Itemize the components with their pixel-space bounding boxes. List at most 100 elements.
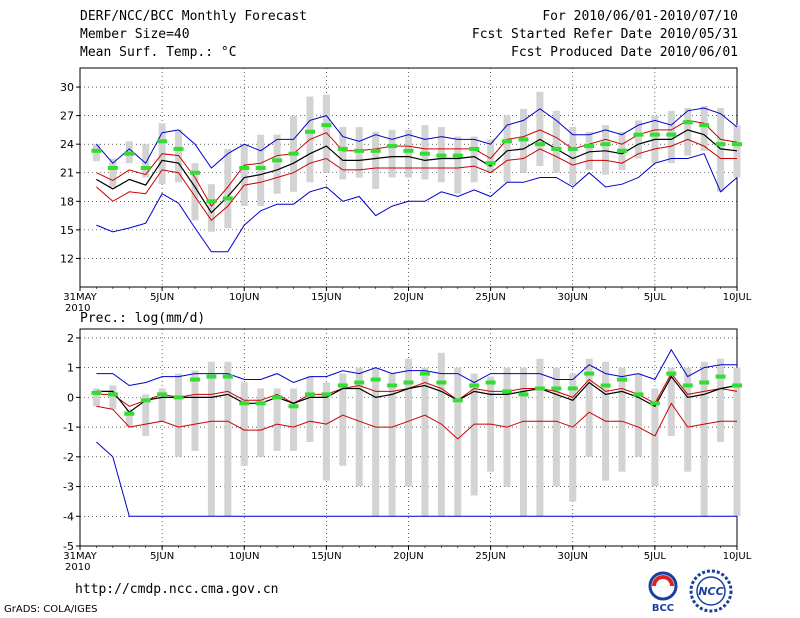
spread-bar (405, 129, 412, 178)
median-marker (633, 392, 644, 397)
spread-bar (388, 129, 396, 178)
x-tick-label: 15JUN (311, 292, 341, 303)
median-marker (288, 151, 299, 156)
spread-bar (142, 144, 150, 178)
median-marker (419, 371, 430, 376)
x-tick-label: 31MAY (63, 551, 97, 562)
spread-bar (339, 127, 347, 180)
spread-bar (224, 148, 232, 228)
median-marker (534, 142, 545, 147)
median-marker (551, 386, 562, 391)
median-marker (255, 401, 266, 406)
median-marker (173, 146, 184, 151)
median-marker (288, 404, 299, 409)
y-tick-label: 15 (60, 224, 74, 237)
y-tick-label: -4 (63, 510, 74, 523)
spread-bar (634, 373, 642, 457)
median-marker (649, 132, 660, 137)
median-marker (567, 146, 578, 151)
median-marker (173, 395, 184, 400)
y-tick-label: -1 (63, 421, 74, 434)
footer-credit: GrADS: COLA/IGES (4, 604, 98, 615)
median-marker (140, 398, 151, 403)
median-marker (518, 137, 529, 142)
x-tick-label: 30JUN (558, 292, 588, 303)
median-marker (666, 132, 677, 137)
median-marker (387, 383, 398, 388)
spread-bar (700, 361, 708, 517)
spread-bar (454, 136, 462, 194)
spread-bar (454, 367, 462, 517)
median-marker (732, 142, 742, 147)
median-marker (469, 146, 480, 151)
median-marker (551, 146, 562, 151)
median-marker (239, 165, 250, 170)
median-marker (699, 123, 710, 128)
x-tick-label: 10JUN (229, 551, 259, 562)
x-tick-year-label: 2010 (65, 303, 90, 314)
spread-bar (240, 382, 248, 466)
spread-bar (700, 106, 708, 151)
y-tick-label: 30 (60, 81, 74, 94)
y-tick-label: 1 (67, 362, 74, 375)
bcc-logo-arc (652, 575, 674, 587)
spread-bar (733, 125, 741, 178)
footer-url[interactable]: http://cmdp.ncc.cma.gov.cn (75, 582, 279, 597)
spread-bar (290, 388, 298, 451)
series-line-lower-quartile (96, 138, 737, 222)
spread-bar (207, 184, 215, 232)
bcc-logo-ring (648, 571, 678, 601)
x-tick-label: 25JUN (475, 551, 505, 562)
median-marker (452, 153, 463, 158)
y-tick-label: 27 (60, 110, 74, 123)
spread-bar (372, 131, 380, 189)
median-marker (157, 392, 168, 397)
header-start-date: Fcst Started Refer Date 2010/05/31 (471, 27, 738, 42)
y-tick-label: 24 (60, 138, 74, 151)
median-marker (732, 383, 742, 388)
header-variable: Mean Surf. Temp.: °C (80, 45, 237, 60)
x-tick-label: 20JUN (393, 551, 423, 562)
median-marker (682, 383, 693, 388)
spread-bar (569, 373, 577, 502)
spread-bar (437, 352, 445, 517)
spread-bar (569, 127, 577, 185)
median-marker (436, 380, 447, 385)
median-marker (699, 380, 710, 385)
spread-bar (322, 94, 330, 173)
spread-bar (684, 367, 692, 472)
median-marker (584, 371, 595, 376)
median-marker (255, 165, 266, 170)
median-marker (206, 374, 217, 379)
median-marker (617, 377, 628, 382)
spread-bar (487, 139, 495, 173)
median-marker (715, 142, 726, 147)
median-marker (272, 158, 283, 163)
header-forecast-period: For 2010/06/01-2010/07/10 (542, 9, 738, 24)
x-tick-label: 10JUL (723, 551, 752, 562)
y-tick-label: -2 (63, 451, 74, 464)
bcc-logo-text: BCC (652, 603, 674, 614)
x-tick-label: 31MAY (63, 292, 97, 303)
x-tick-label: 10JUL (723, 292, 752, 303)
x-tick-label: 10JUN (229, 292, 259, 303)
spread-bar (519, 367, 527, 517)
median-marker (304, 392, 315, 397)
spread-bar (602, 125, 610, 175)
spread-bar (191, 370, 199, 451)
median-marker (239, 401, 250, 406)
median-marker (370, 377, 381, 382)
median-marker (502, 389, 513, 394)
median-marker (502, 139, 513, 144)
x-tick-label: 15JUN (311, 551, 341, 562)
spread-bar (503, 115, 511, 183)
median-marker (518, 392, 529, 397)
median-marker (649, 401, 660, 406)
median-marker (584, 144, 595, 149)
y-tick-label: 18 (60, 195, 74, 208)
series-line-ensemble-mean (96, 129, 738, 214)
y-tick-label: -3 (63, 481, 74, 494)
x-tick-label: 5JUL (644, 551, 667, 562)
header-produced-date: Fcst Produced Date 2010/06/01 (511, 45, 738, 60)
